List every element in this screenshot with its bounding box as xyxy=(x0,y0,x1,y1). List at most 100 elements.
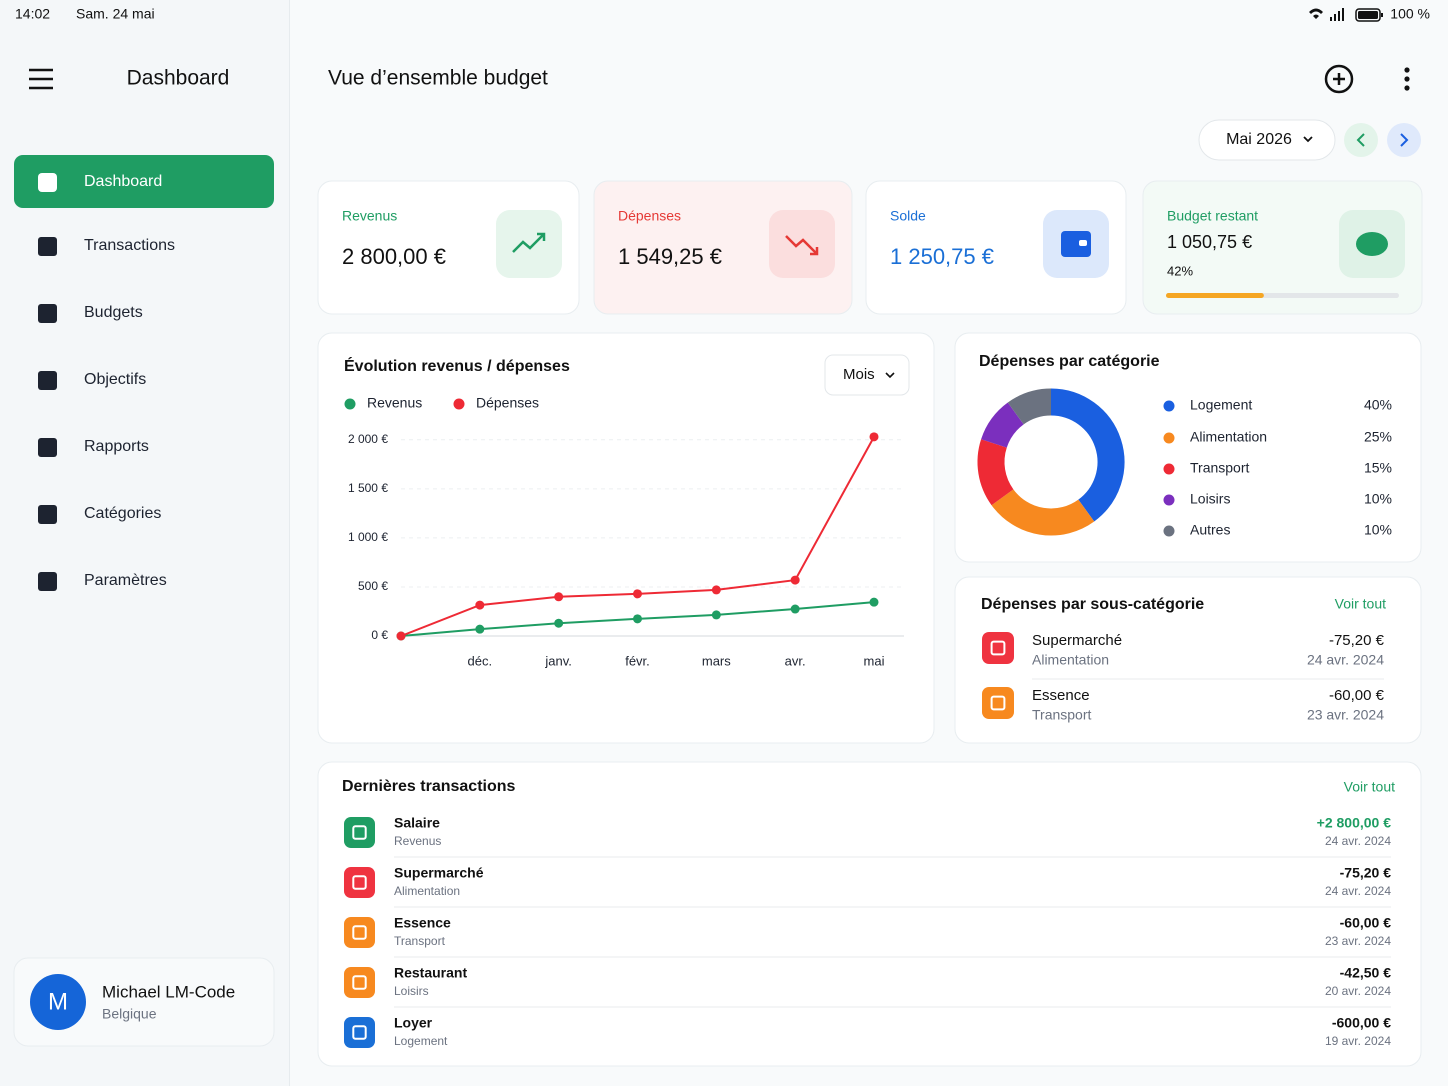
row-name: Supermarché xyxy=(394,865,484,881)
legend-label: Alimentation xyxy=(1190,429,1267,445)
x-tick-label: mars xyxy=(702,653,731,668)
row-amount: -60,00 € xyxy=(1329,687,1385,704)
menu-item[interactable]: Paramètres xyxy=(84,572,167,589)
legend-label: Logement xyxy=(1190,397,1252,413)
chart-title: Dépenses par catégorie xyxy=(979,353,1160,370)
y-tick-label: 1 000 € xyxy=(348,530,388,544)
row-icon-glyph xyxy=(990,695,1006,711)
menu-item[interactable]: Objectifs xyxy=(84,371,146,388)
section-title: Dernières transactions xyxy=(342,778,516,795)
value-label: 25% xyxy=(1364,429,1392,445)
menu-button[interactable] xyxy=(29,68,53,90)
status-time: 14:02 xyxy=(15,6,50,22)
value-label: 40% xyxy=(1364,397,1392,413)
menu-item[interactable]: Budgets xyxy=(84,304,143,321)
row-name: Salaire xyxy=(394,815,440,831)
app-title: Dashboard xyxy=(127,67,230,90)
user-country: Belgique xyxy=(102,1006,157,1022)
row-amount: -75,20 € xyxy=(1329,632,1385,649)
more-button[interactable] xyxy=(1404,67,1410,91)
menu-item[interactable]: Dashboard xyxy=(84,173,162,190)
legend-label: Revenus xyxy=(367,395,422,411)
row-category: Alimentation xyxy=(1032,652,1109,668)
user-card xyxy=(13,957,275,1047)
kpi-icon xyxy=(785,235,819,256)
row-icon xyxy=(344,1017,375,1048)
row-category: Transport xyxy=(394,934,446,948)
see-all-link[interactable]: Voir tout xyxy=(1335,596,1386,612)
battery-level: 100 % xyxy=(1390,6,1430,22)
month-selector[interactable] xyxy=(1198,119,1336,161)
row-icon-glyph xyxy=(352,825,367,840)
kpi-value: 1 250,75 € xyxy=(890,244,994,269)
kpi-icon xyxy=(512,232,546,253)
add-button[interactable] xyxy=(1324,64,1354,94)
y-tick-label: 0 € xyxy=(371,628,388,642)
legend-marker xyxy=(453,398,465,410)
pie-segment xyxy=(991,488,1095,536)
progress-fill xyxy=(1166,293,1264,298)
row-date: 24 avr. 2024 xyxy=(1307,652,1384,668)
kpi-label: Budget restant xyxy=(1167,208,1258,224)
value-label: 10% xyxy=(1364,491,1392,507)
menu-icon xyxy=(38,572,57,591)
row-category: Alimentation xyxy=(394,884,460,898)
data-point xyxy=(633,589,642,599)
value-label: 15% xyxy=(1364,460,1392,476)
section-title: Dépenses par sous-catégorie xyxy=(981,596,1204,613)
kpi-value: 1 549,25 € xyxy=(618,244,722,269)
kpi-icon-box xyxy=(496,210,562,278)
y-tick-label: 1 500 € xyxy=(348,481,388,495)
menu-item[interactable]: Transactions xyxy=(84,237,175,254)
legend-marker xyxy=(1163,432,1175,444)
page-title: Vue d’ensemble budget xyxy=(328,67,548,90)
period-selector[interactable] xyxy=(824,354,910,396)
row-category: Logement xyxy=(394,1034,448,1048)
row-date: 23 avr. 2024 xyxy=(1325,934,1391,948)
kpi-label: Dépenses xyxy=(618,208,681,224)
status-date: Sam. 24 mai xyxy=(76,6,155,22)
row-amount: -60,00 € xyxy=(1340,915,1392,931)
row-icon xyxy=(344,967,375,998)
prev-month-button[interactable] xyxy=(1344,123,1378,157)
pie-segment xyxy=(1007,388,1052,425)
kpi-icon-box xyxy=(769,210,835,278)
menu-item[interactable]: Rapports xyxy=(84,438,149,455)
period-label[interactable]: Mois xyxy=(843,366,875,383)
menu-icon xyxy=(38,505,57,524)
row-name: Restaurant xyxy=(394,965,467,981)
row-amount: -75,20 € xyxy=(1340,865,1392,881)
data-point xyxy=(790,604,800,614)
row-date: 23 avr. 2024 xyxy=(1307,707,1384,723)
kpi-label: Solde xyxy=(890,208,926,224)
row-icon-glyph xyxy=(352,1025,367,1040)
data-point xyxy=(475,624,485,634)
data-point xyxy=(475,600,485,610)
menu-icon xyxy=(38,371,57,390)
next-month-button[interactable] xyxy=(1387,123,1421,157)
row-name: Loyer xyxy=(394,1015,433,1031)
data-point xyxy=(869,432,879,442)
menu-icon xyxy=(38,237,57,256)
month-label[interactable]: Mai 2026 xyxy=(1226,131,1292,148)
kpi-icon xyxy=(1061,231,1091,257)
transactions-card xyxy=(317,761,1422,1067)
menu-item[interactable]: Catégories xyxy=(84,505,161,522)
x-tick-label: avr. xyxy=(785,653,806,668)
pie-segment xyxy=(977,439,1014,506)
row-category: Revenus xyxy=(394,834,441,848)
row-amount: -600,00 € xyxy=(1332,1015,1391,1031)
see-all-link[interactable]: Voir tout xyxy=(1344,779,1395,795)
row-amount: +2 800,00 € xyxy=(1317,815,1392,831)
row-date: 24 avr. 2024 xyxy=(1325,884,1391,898)
avatar xyxy=(30,974,86,1030)
row-amount: -42,50 € xyxy=(1340,965,1392,981)
kpi-icon xyxy=(1356,232,1388,256)
x-tick-label: mai xyxy=(864,653,885,668)
row-icon-glyph xyxy=(352,875,367,890)
data-point xyxy=(396,631,406,641)
row-name: Supermarché xyxy=(1032,632,1122,649)
kpi-value: 1 050,75 € xyxy=(1167,232,1252,252)
row-date: 20 avr. 2024 xyxy=(1325,984,1391,998)
